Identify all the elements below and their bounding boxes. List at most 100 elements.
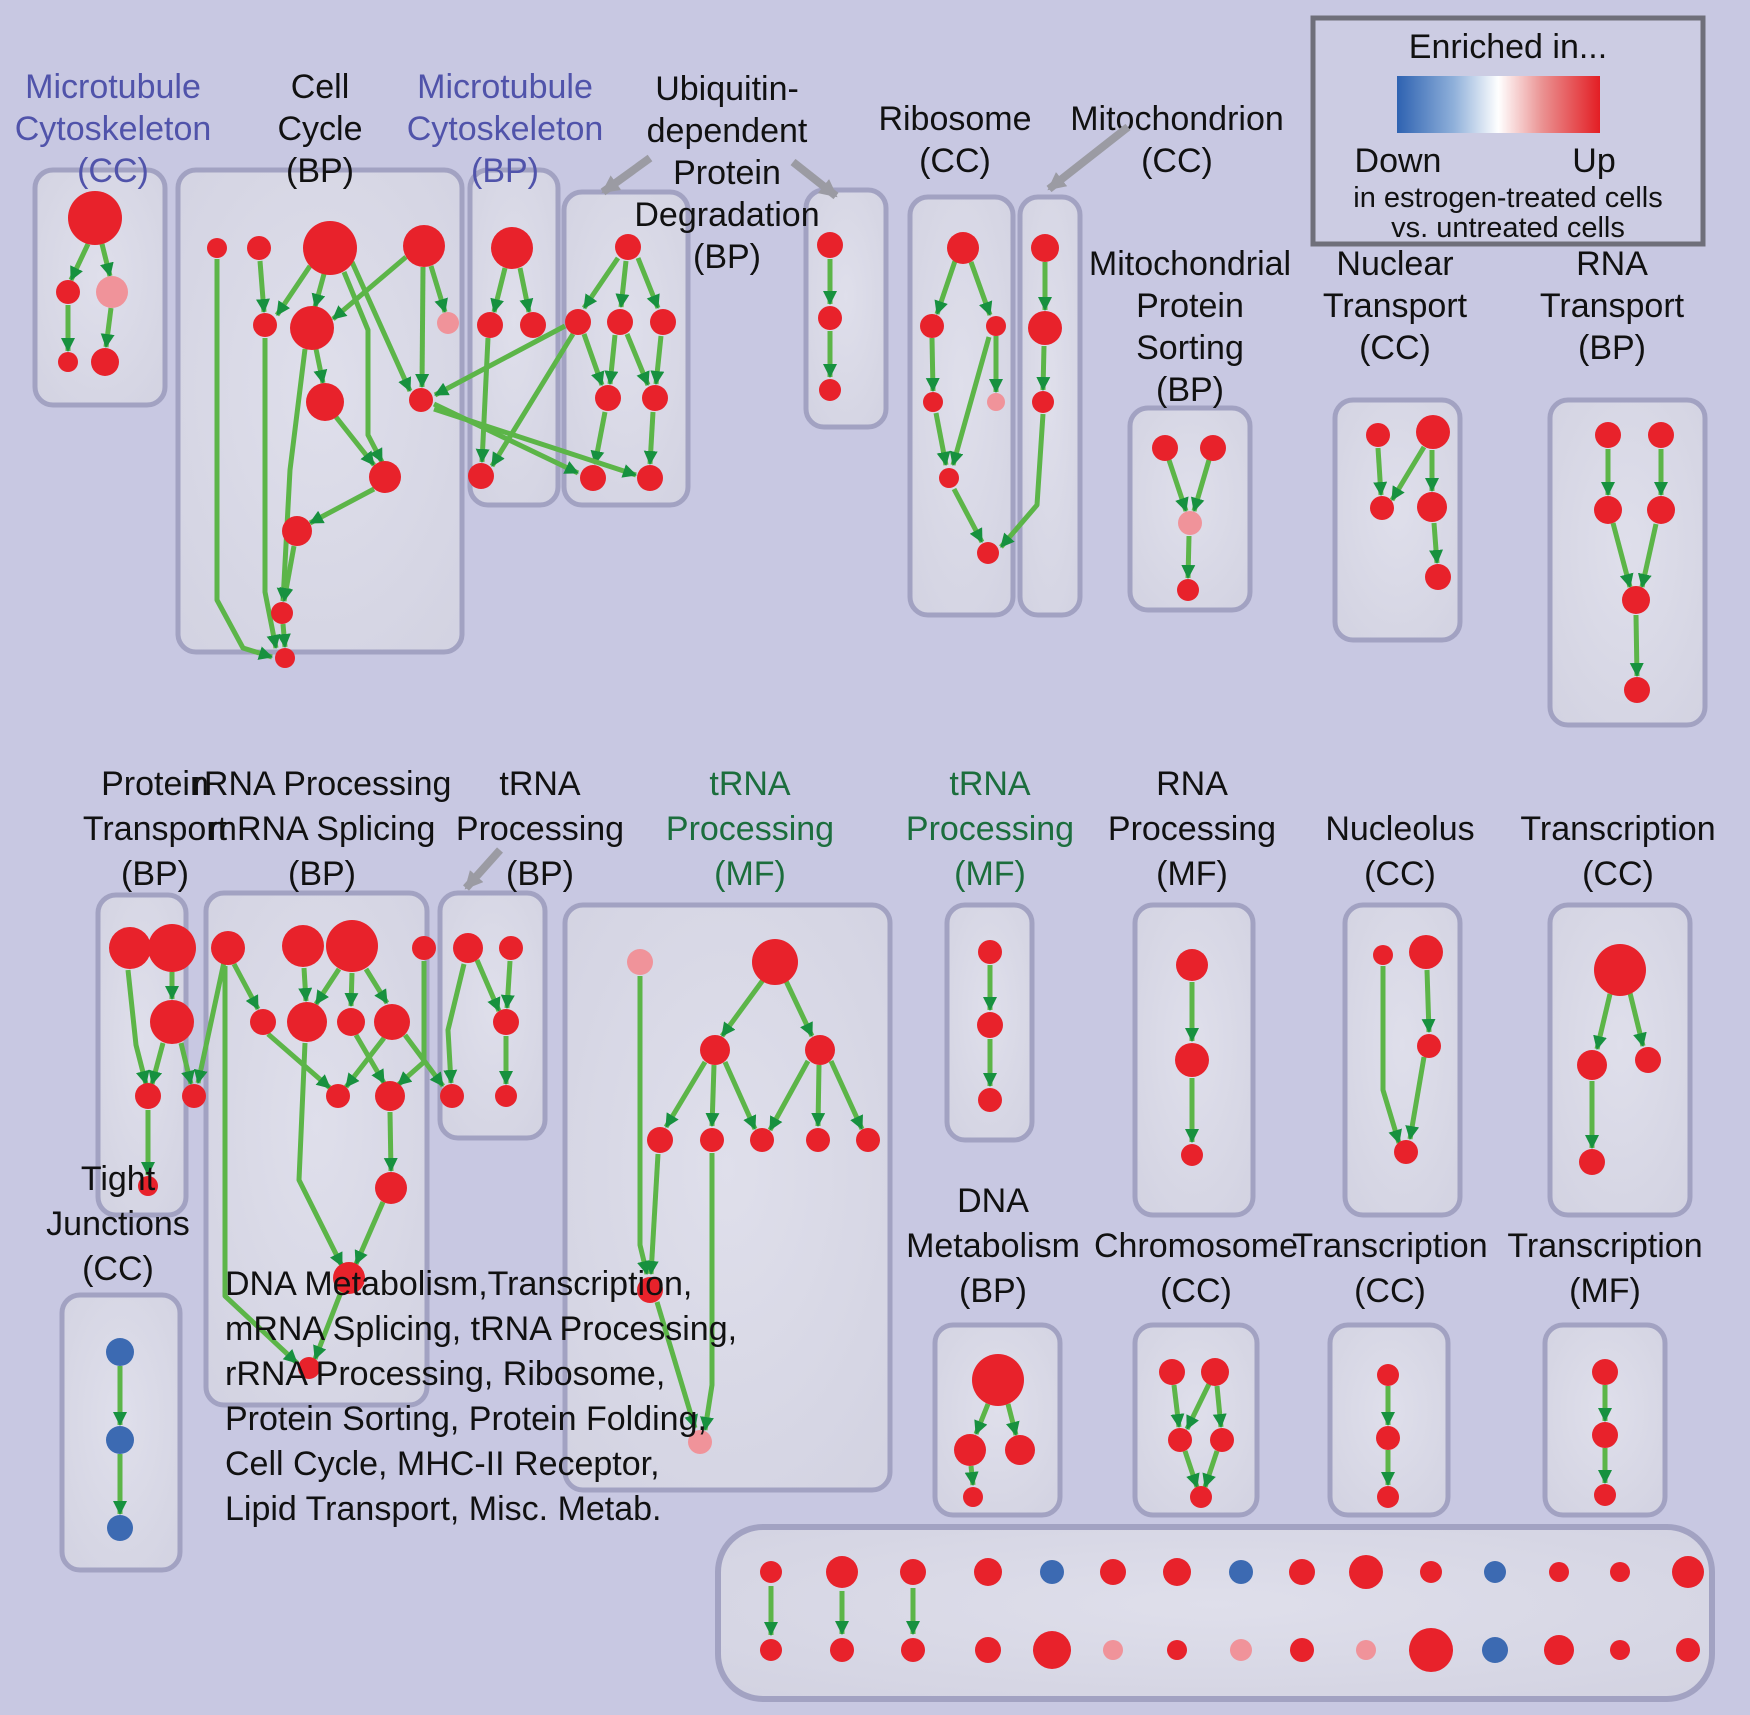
node-cell-cycle-bp: [271, 602, 293, 624]
cluster-label-rna-processing-mf: Processing: [1108, 810, 1276, 848]
node-mitochondrial-protein-sorting-bp: [1200, 435, 1226, 461]
node-cell-cycle-bp: [409, 388, 433, 412]
node-rna-transport-bp: [1622, 586, 1650, 614]
cluster-label-trna-processing-mf-2: tRNA: [949, 765, 1031, 803]
edge-nucleolus-cc: [1380, 966, 1402, 1144]
cluster-label-nucleolus-cc: (CC): [1364, 855, 1436, 893]
edge-rrna-processing-mrna-splicing-bp: [344, 972, 359, 1007]
edge-ubiquitin-degradation-bp-1: [581, 256, 621, 310]
node-tight-junctions-cc: [106, 1426, 134, 1454]
node-transcription-mf: [1592, 1359, 1618, 1385]
node-rrna-processing-mrna-splicing-bp: [250, 1009, 276, 1035]
cross-edge-rrna-to-trna-bp: [402, 1033, 446, 1088]
node-ribosome-cc: [923, 392, 943, 412]
node-trna-processing-mf-2: [978, 1088, 1002, 1112]
edge-rrna-processing-mrna-splicing-bp: [344, 1036, 386, 1089]
node-bottom-panel-bottom: [760, 1639, 782, 1661]
node-ubiquitin-degradation-bp-1: [580, 465, 606, 491]
node-protein-transport-bp: [109, 927, 151, 969]
node-ubiquitin-degradation-bp-2: [817, 232, 843, 258]
edge-mitochondrial-protein-sorting-bp: [1190, 459, 1212, 512]
node-rrna-processing-mrna-splicing-bp: [375, 1172, 407, 1204]
cluster-label-transcription-cc-mid: (CC): [1582, 855, 1654, 893]
edge-ubiquitin-degradation-bp-1: [635, 257, 661, 309]
node-bottom-panel-top: [826, 1556, 858, 1588]
node-rrna-processing-mrna-splicing-bp: [282, 925, 324, 967]
legend-gradient-bar: [1397, 76, 1600, 133]
cross-edge-ubiquitin-to-microtubule-bp: [489, 332, 576, 468]
node-rrna-processing-mrna-splicing-bp: [326, 920, 378, 972]
cluster-label-microtubule-cytoskeleton-cc: (CC): [77, 152, 149, 190]
cluster-label-microtubule-cytoskeleton-cc: Cytoskeleton: [15, 110, 212, 148]
node-rna-transport-bp: [1595, 422, 1621, 448]
node-nuclear-transport-cc: [1370, 496, 1394, 520]
node-trna-processing-mf-1: [637, 1277, 663, 1303]
node-chromosome-cc: [1159, 1359, 1185, 1385]
cluster-label-tight-junctions-cc: Tight: [81, 1160, 156, 1198]
edge-ribosome-cc: [934, 260, 958, 315]
node-transcription-cc-mid: [1635, 1047, 1661, 1073]
node-dna-metabolism-bp: [972, 1354, 1024, 1406]
cluster-box-rna-transport-bp: [1547, 397, 1708, 728]
node-bottom-panel-bottom: [1610, 1640, 1630, 1660]
node-rrna-processing-mrna-splicing-bp: [412, 936, 436, 960]
edge-ribosome-cc: [968, 261, 993, 316]
cluster-label-dna-metabolism-bp: DNA: [957, 1182, 1029, 1220]
cluster-label-trna-processing-mf-1: Processing: [666, 810, 834, 848]
edge-nucleolus-cc: [1405, 1056, 1427, 1140]
node-bottom-panel-bottom: [1544, 1635, 1574, 1665]
cluster-label-microtubule-cytoskeleton-cc: Microtubule: [25, 68, 201, 106]
node-transcription-cc-mid: [1594, 944, 1646, 996]
node-transcription-cc-low: [1376, 1426, 1400, 1450]
node-bottom-panel-bottom: [1482, 1637, 1508, 1663]
cluster-label-trna-processing-bp: tRNA: [499, 765, 581, 803]
node-ribosome-cc: [920, 314, 944, 338]
edge-nuclear-transport-cc: [1373, 447, 1388, 496]
cluster-label-nucleolus-cc: Nucleolus: [1325, 810, 1474, 848]
node-chromosome-cc: [1168, 1428, 1192, 1452]
edge-mitochondrial-protein-sorting-bp: [1166, 459, 1189, 512]
cluster-label-rrna-processing-mrna-splicing-bp: (BP): [288, 855, 356, 893]
node-trna-processing-mf-1: [627, 949, 653, 975]
misc-categories-label: Lipid Transport, Misc. Metab.: [225, 1490, 662, 1528]
node-cell-cycle-bp: [247, 236, 271, 260]
node-ubiquitin-degradation-bp-1: [637, 465, 663, 491]
edge-cell-cycle-bp: [331, 255, 408, 321]
node-rrna-processing-mrna-splicing-bp: [374, 1004, 410, 1040]
misc-categories-label: Protein Sorting, Protein Folding,: [225, 1400, 707, 1438]
node-mitochondrial-protein-sorting-bp: [1177, 579, 1199, 601]
cluster-label-nuclear-transport-cc: Nuclear: [1336, 245, 1453, 283]
node-dna-metabolism-bp: [954, 1434, 986, 1466]
node-microtubule-cytoskeleton-bp: [477, 312, 503, 338]
edge-ubiquitin-degradation-bp-1: [615, 260, 630, 308]
cluster-label-trna-processing-mf-2: (MF): [954, 855, 1026, 893]
node-rrna-processing-mrna-splicing-bp: [211, 931, 245, 965]
cluster-label-transcription-cc-low: Transcription: [1292, 1227, 1487, 1265]
node-nuclear-transport-cc: [1425, 564, 1451, 590]
node-microtubule-cytoskeleton-bp: [520, 312, 546, 338]
node-mitochondrion-cc: [1028, 311, 1062, 345]
node-ribosome-cc: [947, 232, 979, 264]
cluster-label-ribosome-cc: Ribosome: [878, 100, 1031, 138]
edge-ribosome-cc: [925, 337, 940, 392]
node-ribosome-cc: [977, 542, 999, 564]
cluster-label-mitochondrial-protein-sorting-bp: Protein: [1136, 287, 1244, 325]
edge-mitochondrion-cc: [1036, 345, 1051, 391]
node-bottom-panel-top: [1610, 1562, 1630, 1582]
node-ubiquitin-degradation-bp-1: [565, 309, 591, 335]
edge-rrna-processing-mrna-splicing-bp: [383, 1111, 398, 1172]
node-bottom-panel-bottom: [1167, 1640, 1187, 1660]
cluster-label-mitochondrial-protein-sorting-bp: Sorting: [1136, 329, 1244, 367]
cluster-label-cell-cycle-bp: (BP): [286, 152, 354, 190]
node-transcription-mf: [1594, 1484, 1616, 1506]
node-cell-cycle-bp: [282, 516, 312, 546]
node-nucleolus-cc: [1373, 945, 1393, 965]
node-bottom-panel-top: [1349, 1555, 1383, 1589]
legend-up_label: Up: [1572, 142, 1615, 180]
node-trna-processing-mf-1: [752, 939, 798, 985]
node-rna-processing-mf: [1181, 1144, 1203, 1166]
edge-ribosome-cc: [949, 336, 992, 466]
cluster-label-transcription-cc-low: (CC): [1354, 1272, 1426, 1310]
node-microtubule-cytoskeleton-cc: [96, 276, 128, 308]
